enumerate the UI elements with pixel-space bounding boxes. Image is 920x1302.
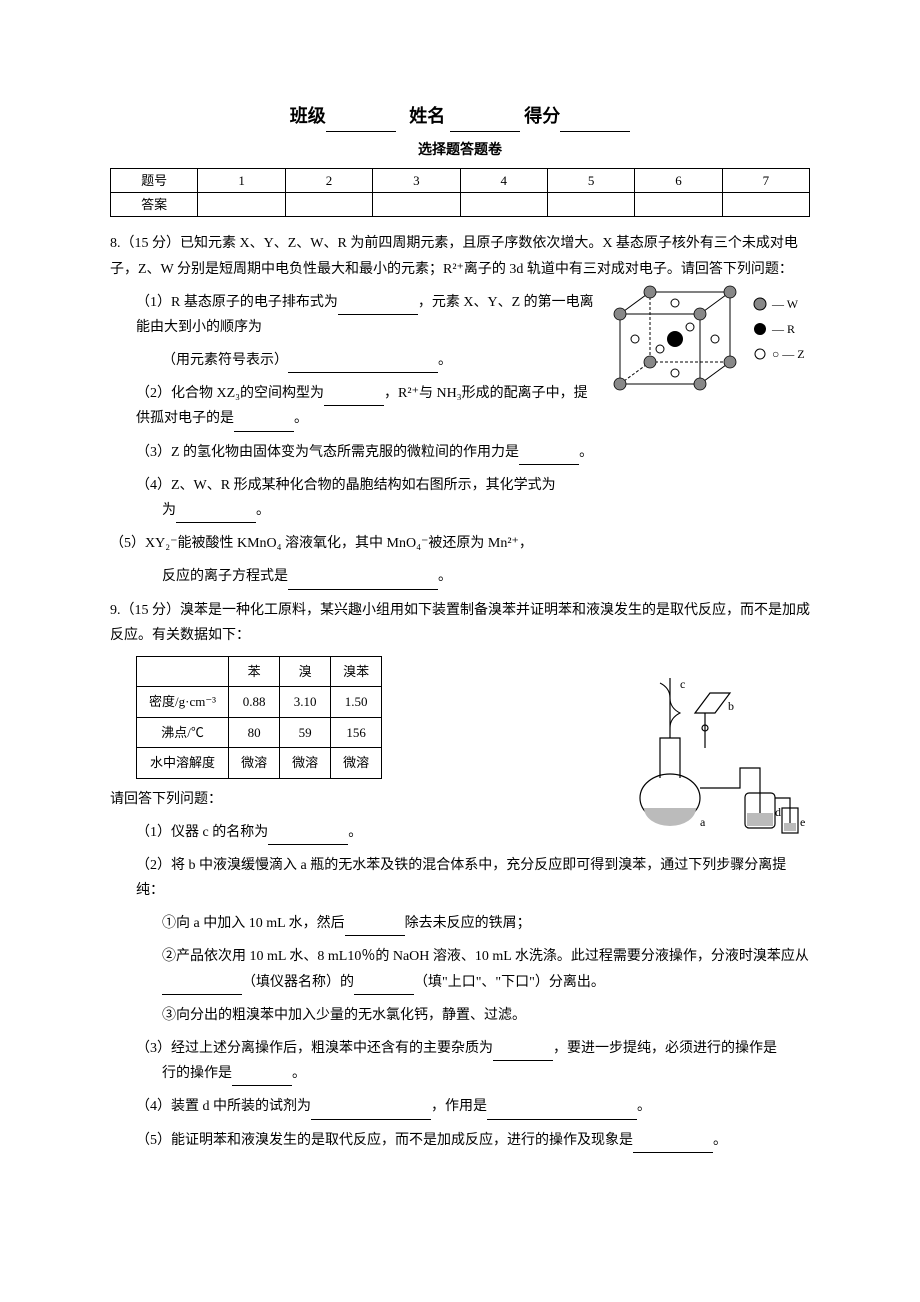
num-cell: 6 xyxy=(635,168,722,192)
label-d: d xyxy=(775,805,781,819)
row-header-num: 题号 xyxy=(111,168,198,192)
class-label: 班级 xyxy=(290,106,326,126)
q9-lead: 9.（15 分）溴苯是一种化工原料，某兴趣小组用如下装置制备溴苯并证明苯和液溴发… xyxy=(110,598,810,648)
row-header-ans: 答案 xyxy=(111,192,198,216)
label-e: e xyxy=(800,815,805,829)
num-cell: 1 xyxy=(198,168,285,192)
q8-p3: （3）Z 的氢化物由固体变为气态所需克服的微粒间的作用力是。 xyxy=(110,440,810,465)
q9-p4: （4）装置 d 中所装的试剂为，作用是。 xyxy=(110,1094,810,1119)
q8-p5b: 反应的离子方程式是。 xyxy=(110,564,810,589)
q9-p2-3: ③向分出的粗溴苯中加入少量的无水氯化钙，静置、过滤。 xyxy=(110,1003,810,1028)
q9-p3: （3）经过上述分离操作后，粗溴苯中还含有的主要杂质为，要进一步提纯，必须进行的操… xyxy=(110,1036,810,1086)
q9-p2-lead: （2）将 b 中液溴缓慢滴入 a 瓶的无水苯及铁的混合体系中，充分反应即可得到溴… xyxy=(110,853,810,903)
q9-p2-2: ②产品依次用 10 mL 水、8 mL10％的 NaOH 溶液、10 mL 水洗… xyxy=(110,944,810,994)
label-c: c xyxy=(680,677,685,691)
apparatus-figure: a b c d e xyxy=(600,658,810,847)
q8-p5: （5）XY₂⁻能被酸性 KMnO₄ 溶液氧化，其中 MnO₄⁻被还原为 Mn²⁺… xyxy=(110,531,810,556)
ans-cell[interactable] xyxy=(547,192,634,216)
ans-cell[interactable] xyxy=(722,192,809,216)
q9-p5: （5）能证明苯和液溴发生的是取代反应，而不是加成反应，进行的操作及现象是。 xyxy=(110,1128,810,1153)
answer-sheet-title: 选择题答题卷 xyxy=(110,138,810,163)
q9-p2-1: ①向 a 中加入 10 mL 水，然后除去未反应的铁屑； xyxy=(110,911,810,936)
q8-lead: 8.（15 分）已知元素 X、Y、Z、W、R 为前四周期元素，且原子序数依次增大… xyxy=(110,231,810,281)
ans-cell[interactable] xyxy=(285,192,372,216)
answer-table: 题号 1 2 3 4 5 6 7 答案 xyxy=(110,168,810,218)
num-cell: 2 xyxy=(285,168,372,192)
num-cell: 3 xyxy=(373,168,460,192)
header-line: 班级 姓名 得分 xyxy=(110,100,810,132)
legend-z: ○ — Z xyxy=(772,347,805,361)
q8-p4: （4）Z、W、R 形成某种化合物的晶胞结构如右图所示，其化学式为 为。 xyxy=(110,473,810,523)
ans-cell[interactable] xyxy=(635,192,722,216)
score-label: 得分 xyxy=(524,106,560,126)
ans-cell[interactable] xyxy=(373,192,460,216)
q9-data-table: 苯 溴 溴苯 密度/g·cm⁻³ 0.88 3.10 1.50 沸点/℃ 80 … xyxy=(136,656,382,779)
crystal-figure: — W — R ○ — Z xyxy=(610,284,810,403)
num-cell: 4 xyxy=(460,168,547,192)
num-cell: 7 xyxy=(722,168,809,192)
label-b: b xyxy=(728,699,734,713)
name-label: 姓名 xyxy=(409,106,445,126)
num-cell: 5 xyxy=(547,168,634,192)
legend-w: — W xyxy=(771,297,799,311)
ans-cell[interactable] xyxy=(198,192,285,216)
legend-r: — R xyxy=(771,322,795,336)
ans-cell[interactable] xyxy=(460,192,547,216)
label-a: a xyxy=(700,815,706,829)
